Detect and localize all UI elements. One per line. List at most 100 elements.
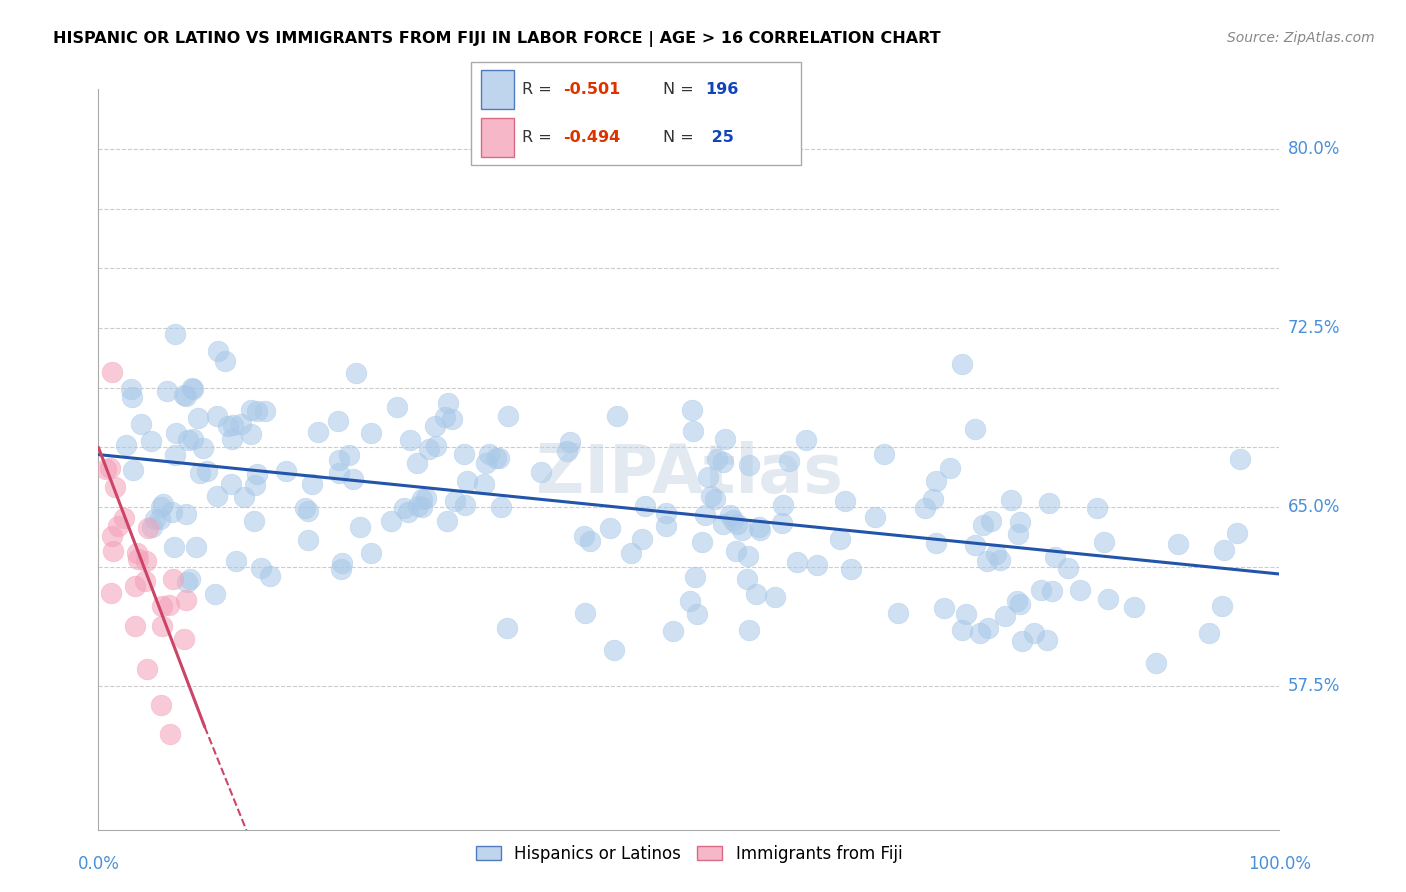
Point — [475, 456, 498, 470]
Point — [100, 460, 122, 475]
Point — [152, 497, 174, 511]
Text: 57.5%: 57.5% — [1288, 677, 1340, 695]
Point — [176, 575, 198, 590]
Point — [972, 517, 994, 532]
Point — [988, 552, 1011, 566]
Point — [1057, 560, 1080, 574]
Point — [436, 514, 458, 528]
Point — [392, 500, 415, 515]
Point — [150, 599, 173, 613]
Point — [174, 389, 197, 403]
Point — [219, 477, 242, 491]
Point — [1038, 495, 1060, 509]
Point — [100, 365, 122, 379]
Text: ZIPAtlas: ZIPAtlas — [536, 442, 842, 508]
Point — [679, 594, 702, 608]
Point — [711, 455, 734, 469]
Point — [965, 422, 987, 436]
Point — [221, 417, 243, 432]
Point — [579, 533, 602, 548]
Point — [174, 593, 197, 607]
Point — [796, 433, 818, 447]
Text: 0.0%: 0.0% — [77, 855, 120, 872]
Text: 196: 196 — [706, 81, 740, 96]
Point — [129, 417, 152, 431]
Point — [655, 506, 678, 520]
Point — [1069, 583, 1091, 598]
Legend: Hispanics or Latinos, Immigrants from Fiji: Hispanics or Latinos, Immigrants from Fi… — [468, 838, 910, 870]
Point — [173, 388, 195, 402]
Point — [606, 409, 628, 424]
Point — [163, 541, 186, 555]
Text: HISPANIC OR LATINO VS IMMIGRANTS FROM FIJI IN LABOR FORCE | AGE > 16 CORRELATION: HISPANIC OR LATINO VS IMMIGRANTS FROM FI… — [53, 31, 941, 47]
Point — [994, 609, 1017, 624]
Point — [1000, 492, 1022, 507]
Point — [415, 491, 437, 506]
Point — [179, 572, 201, 586]
Point — [135, 554, 157, 568]
Point — [806, 558, 828, 572]
Point — [557, 444, 579, 458]
FancyBboxPatch shape — [471, 62, 801, 165]
Text: 100.0%: 100.0% — [1249, 855, 1310, 872]
Point — [496, 409, 519, 423]
Point — [437, 396, 460, 410]
Point — [770, 516, 793, 530]
Point — [1029, 583, 1052, 598]
Point — [120, 382, 142, 396]
Point — [693, 508, 716, 523]
Point — [328, 453, 350, 467]
Point — [177, 433, 200, 447]
Point — [425, 439, 447, 453]
Point — [186, 540, 208, 554]
Text: N =: N = — [662, 81, 699, 96]
Point — [1226, 525, 1249, 540]
Point — [301, 477, 323, 491]
Point — [149, 511, 172, 525]
Point — [104, 480, 127, 494]
Text: N =: N = — [662, 130, 699, 145]
Point — [337, 448, 360, 462]
Point — [620, 546, 643, 560]
Point — [683, 570, 706, 584]
Point — [478, 447, 501, 461]
Point — [1198, 626, 1220, 640]
Point — [965, 538, 987, 552]
Point — [682, 424, 704, 438]
Point — [101, 529, 124, 543]
Point — [332, 556, 354, 570]
Point — [778, 453, 800, 467]
Point — [834, 493, 856, 508]
Point — [496, 621, 519, 635]
Point — [863, 510, 886, 524]
Point — [1043, 550, 1066, 565]
Point — [159, 727, 181, 741]
Point — [922, 492, 945, 507]
Point — [101, 544, 124, 558]
Point — [737, 549, 759, 563]
Point — [349, 520, 371, 534]
Point — [232, 490, 254, 504]
Point — [1007, 594, 1029, 608]
Point — [1007, 526, 1029, 541]
Text: R =: R = — [522, 130, 557, 145]
Point — [187, 410, 209, 425]
Point — [114, 438, 136, 452]
Point — [124, 579, 146, 593]
Point — [574, 607, 596, 621]
Point — [841, 562, 863, 576]
Text: 25: 25 — [706, 130, 734, 145]
Point — [385, 401, 408, 415]
Point — [980, 514, 1002, 528]
Point — [188, 466, 211, 480]
Point — [121, 463, 143, 477]
Point — [984, 547, 1007, 561]
Point — [245, 477, 267, 491]
Point — [1010, 597, 1032, 611]
Point — [181, 382, 204, 396]
Point — [786, 555, 808, 569]
Text: Source: ZipAtlas.com: Source: ZipAtlas.com — [1227, 31, 1375, 45]
Point — [453, 447, 475, 461]
Point — [221, 432, 243, 446]
Point — [243, 514, 266, 528]
